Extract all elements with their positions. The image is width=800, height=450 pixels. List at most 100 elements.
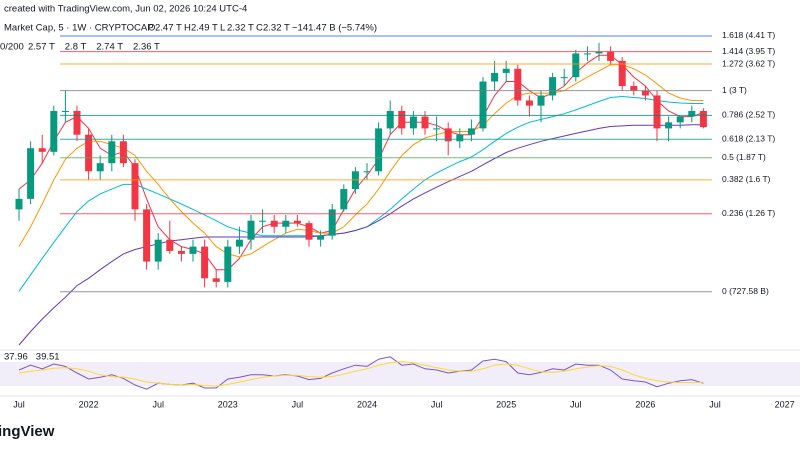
candle-body xyxy=(119,141,127,164)
rsi-line xyxy=(18,361,704,387)
ohlc-key: O xyxy=(148,23,155,34)
candle-body xyxy=(166,239,174,251)
x-tick-label: Jul xyxy=(709,399,721,409)
x-tick-label: 2026 xyxy=(635,399,655,409)
fib-label: 0.5 (1.87 T) xyxy=(722,152,766,162)
symbol: Market Cap, 5 · 1W · CRYPTOCAP xyxy=(4,23,154,34)
ohlc-value: 2.32 T xyxy=(263,23,290,34)
candle-body xyxy=(676,116,684,123)
price-pane xyxy=(15,42,707,346)
x-tick-label: 2024 xyxy=(357,399,377,409)
candle-body xyxy=(143,209,151,262)
ohlc-value: 2.49 T xyxy=(191,23,218,34)
fib-label: 1.272 (3.62 T) xyxy=(722,58,775,68)
candle-body xyxy=(259,220,267,222)
candle-body xyxy=(340,189,348,210)
candle-body xyxy=(398,110,406,129)
ohlc-value: 2.32 T xyxy=(227,23,254,34)
candle-body xyxy=(688,110,696,117)
candle-body xyxy=(61,110,69,112)
candle-body xyxy=(386,110,394,129)
credit: created with TradingView.com, Jun 02, 20… xyxy=(4,4,247,15)
candle-body xyxy=(525,100,533,106)
rsi-line xyxy=(18,356,704,390)
candle-body xyxy=(456,134,464,142)
fib-label: 1 (3 T) xyxy=(722,85,747,95)
ma-legend-value: 2.8 T xyxy=(65,42,87,53)
candle-body xyxy=(305,223,313,240)
candle-body xyxy=(549,77,557,96)
x-tick-label: Jul xyxy=(292,399,304,409)
candle-body xyxy=(317,235,325,240)
x-tick-label: 2025 xyxy=(496,399,516,409)
ohlc-value: 2.47 T xyxy=(155,23,182,34)
candle-body xyxy=(444,128,452,142)
candle-body xyxy=(572,53,580,78)
moving-average xyxy=(18,64,704,258)
candle-body xyxy=(630,86,638,91)
ma-title: 0/200 xyxy=(0,42,24,53)
candle-body xyxy=(363,171,371,173)
candle-body xyxy=(514,68,522,101)
candle-body xyxy=(409,116,417,129)
candle-body xyxy=(247,220,255,240)
moving-average xyxy=(18,124,704,346)
candle-body xyxy=(491,72,499,82)
fib-label: 1.618 (4.41 T) xyxy=(722,30,775,40)
fib-label: 0.786 (2.52 T) xyxy=(722,110,775,120)
candle-body xyxy=(595,51,603,54)
ohlc-key: H xyxy=(184,23,191,34)
change: −141.47 B (−5.74%) xyxy=(292,23,377,34)
x-tick-label: 2027 xyxy=(775,399,795,409)
x-tick-label: Jul xyxy=(13,399,25,409)
x-tick-label: Jul xyxy=(570,399,582,409)
candle-body xyxy=(328,209,336,236)
candle-body xyxy=(699,110,707,128)
candle-body xyxy=(583,53,591,55)
fib-label: 0.618 (2.13 T) xyxy=(722,134,775,144)
ohlc-key: C xyxy=(256,23,263,34)
candle-body xyxy=(177,250,185,254)
candle-body xyxy=(27,148,35,199)
ma-legend-value: 2.36 T xyxy=(133,42,160,53)
candle-body xyxy=(270,220,278,227)
candle-body xyxy=(665,122,673,129)
candle-body xyxy=(38,148,46,152)
candle-body xyxy=(131,163,139,210)
candle-body xyxy=(537,95,545,106)
rsi-legend-value: 37.96 xyxy=(4,352,28,363)
candle-body xyxy=(421,116,429,129)
candle-body xyxy=(212,278,220,282)
candle-body xyxy=(235,239,243,247)
x-tick-label: Jul xyxy=(431,399,443,409)
candle-body xyxy=(50,110,58,152)
candle-body xyxy=(479,81,487,129)
candle-body xyxy=(433,128,441,130)
ohlc-key: L xyxy=(220,23,225,34)
candle-body xyxy=(467,128,475,135)
fib-label: 1.414 (3.95 T) xyxy=(722,46,775,56)
fib-label: 0.236 (1.26 T) xyxy=(722,208,775,218)
x-tick-label: 2023 xyxy=(218,399,238,409)
x-tick-label: 2022 xyxy=(79,399,99,409)
candle-body xyxy=(607,51,615,61)
candle-body xyxy=(560,77,568,79)
candle-body xyxy=(653,95,661,129)
candle-body xyxy=(154,239,162,262)
fib-label: 0 (727.58 B) xyxy=(722,286,769,296)
candle-body xyxy=(375,128,383,172)
candle-body xyxy=(502,68,510,73)
candle-body xyxy=(73,110,81,135)
candle-body xyxy=(96,163,104,172)
candle-body xyxy=(189,246,197,254)
candle-body xyxy=(282,220,290,227)
candle-body xyxy=(108,141,116,164)
candle-body xyxy=(641,90,649,96)
candle-body xyxy=(618,60,626,87)
candle-body xyxy=(85,134,93,172)
x-tick-label: Jul xyxy=(152,399,164,409)
candle-body xyxy=(201,246,209,279)
ma-legend-value: 2.74 T xyxy=(96,42,123,53)
candle-body xyxy=(293,220,301,224)
